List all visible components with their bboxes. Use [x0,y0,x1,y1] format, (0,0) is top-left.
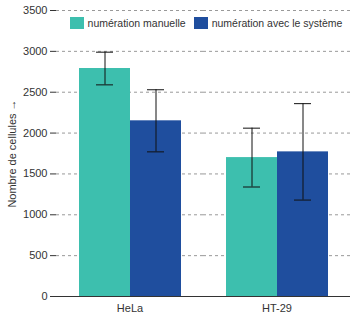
svg-text:3500: 3500 [23,4,47,16]
svg-text:HeLa: HeLa [117,302,144,314]
svg-text:1000: 1000 [23,208,47,220]
svg-text:2500: 2500 [23,86,47,98]
svg-text:3000: 3000 [23,45,47,57]
html-text:numération avec le système: numération avec le système [211,17,343,29]
svg-text:2000: 2000 [23,127,47,139]
svg-text:500: 500 [29,249,47,261]
html-text:numération manuelle: numération manuelle [87,17,186,29]
svg-text:Nombre de cellules →: Nombre de cellules → [6,99,18,207]
svg-text:1500: 1500 [23,167,47,179]
svg-text:HT-29: HT-29 [262,302,292,314]
svg-text:0: 0 [41,290,47,302]
